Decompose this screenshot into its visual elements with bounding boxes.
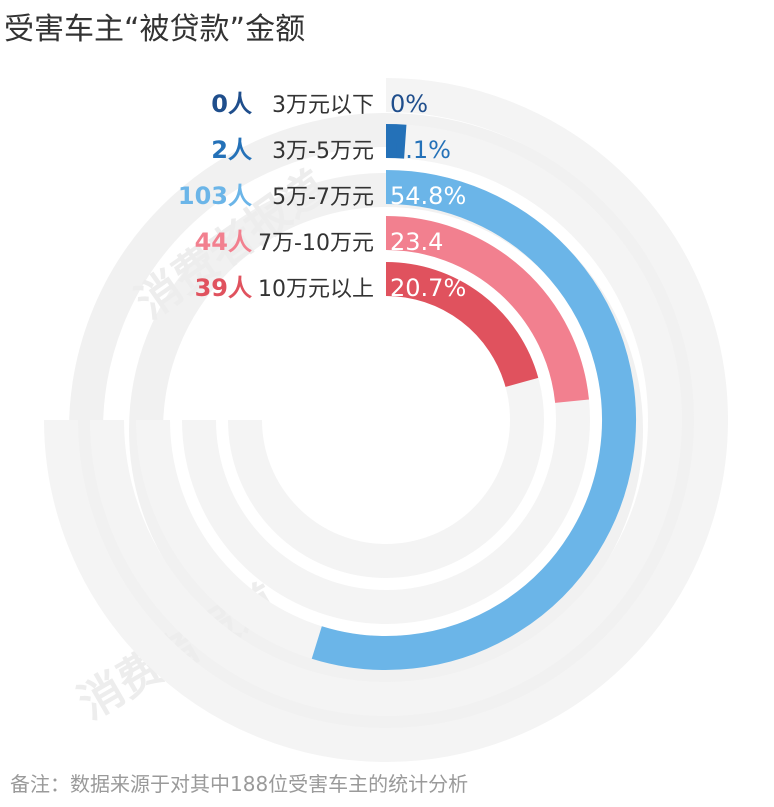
ring-bar-4 [385,262,539,388]
ring-labels: 0% 0人 3万元以下 1.1% 2人 3万-5万元 54.8% 103人 5万-7万元 23.4… [178,90,466,302]
chart-title: 受害车主“被贷款”金额 [4,12,306,47]
ring-track [90,124,682,716]
ring-bar-3 [385,216,589,404]
count-label: 2人 [211,136,252,164]
count-label: 39人 [195,274,252,302]
ring-bars [311,124,636,670]
value-label: 1.1% [390,136,451,164]
category-label: 10万元以上 [258,277,374,302]
ring-bar-2 [311,170,636,670]
value-label: 23.4 [390,228,443,256]
category-label: 7万-10万元 [258,231,374,256]
category-label: 5万-7万元 [272,185,374,210]
value-label: 54.8% [390,182,466,210]
count-label: 0人 [211,90,252,118]
ring-bar-1 [385,124,407,159]
footnote: 备注：数据来源于对其中188位受害车主的统计分析 [10,772,469,796]
category-label: 3万元以下 [272,93,374,118]
ring-track [44,78,728,762]
value-label: 20.7% [390,274,466,302]
category-label: 3万-5万元 [272,139,374,164]
count-label: 44人 [195,228,252,256]
count-label: 103人 [178,182,252,210]
value-label: 0% [390,90,428,118]
